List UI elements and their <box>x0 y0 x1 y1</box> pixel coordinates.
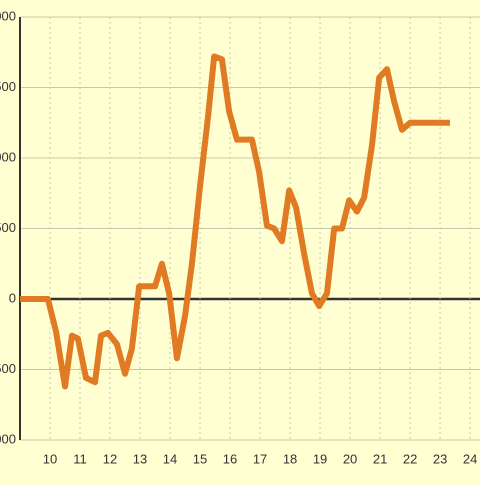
x-tick-label: 22 <box>403 451 417 466</box>
y-tick-label: -1,000 <box>0 431 16 446</box>
x-tick-label: 13 <box>133 451 147 466</box>
y-tick-label: 0 <box>9 290 16 305</box>
y-tick-label: 2,000 <box>0 8 16 23</box>
x-tick-label: 14 <box>163 451 177 466</box>
line <box>20 53 450 390</box>
x-tick-label: 24 <box>463 451 477 466</box>
x-tick-label: 18 <box>283 451 297 466</box>
x-tick-label: 21 <box>373 451 387 466</box>
x-tick-label: 23 <box>433 451 447 466</box>
y-tick-label: 500 <box>0 220 16 235</box>
y-tick-label: -500 <box>0 361 16 376</box>
x-tick-label: 10 <box>43 451 57 466</box>
y-tick-label: 1,500 <box>0 79 16 94</box>
x-tick-label: 16 <box>223 451 237 466</box>
x-tick-label: 20 <box>343 451 357 466</box>
x-tick-label: 12 <box>103 451 117 466</box>
y-tick-label: 1,000 <box>0 149 16 164</box>
x-tick-label: 15 <box>193 451 207 466</box>
x-tick-label: 17 <box>253 451 267 466</box>
x-tick-label: 19 <box>313 451 327 466</box>
x-tick-label: 11 <box>73 451 87 466</box>
